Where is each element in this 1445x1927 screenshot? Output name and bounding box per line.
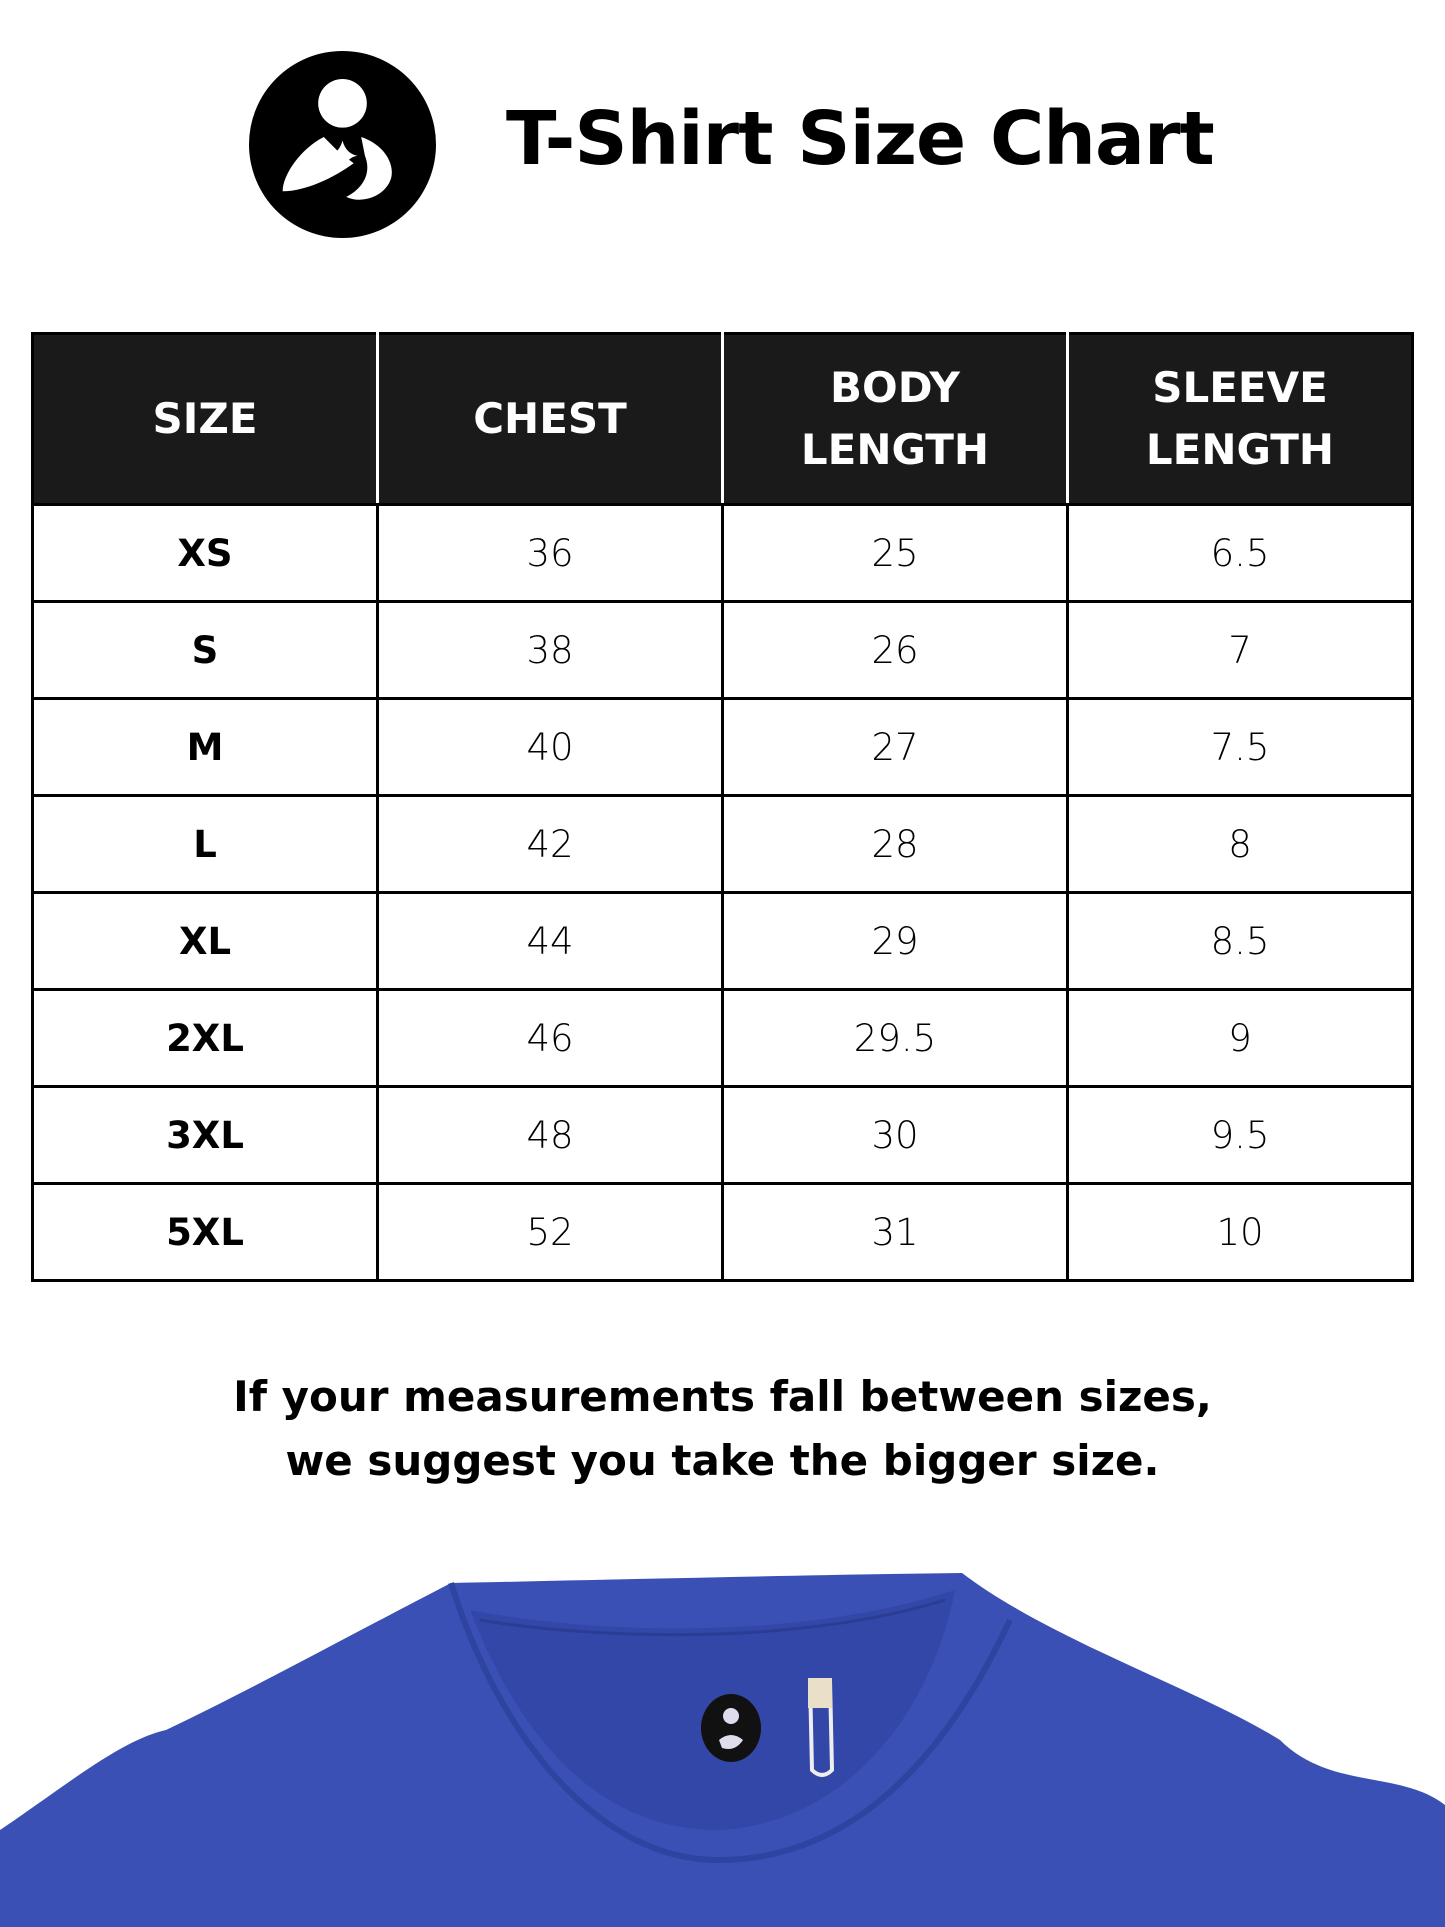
cell-size: L [31, 794, 379, 894]
brand-logo-icon [249, 51, 436, 238]
column-header-body-length: BODY LENGTH [721, 332, 1069, 506]
cell-chest: 46 [376, 988, 724, 1088]
cell-chest: 36 [376, 503, 724, 603]
table-row: 3XL 48 30 9.5 [31, 1085, 1414, 1185]
cell-sleeve-length: 7.5 [1066, 697, 1414, 797]
cell-size: M [31, 697, 379, 797]
cell-size: XL [31, 891, 379, 991]
cell-body-length: 29.5 [721, 988, 1069, 1088]
cell-size: S [31, 600, 379, 700]
cell-body-length: 28 [721, 794, 1069, 894]
size-chart-table: SIZE CHEST BODY LENGTH SLEEVE LENGTH XS 36 2… [31, 332, 1414, 1282]
cell-chest: 40 [376, 697, 724, 797]
table-row: M 40 27 7.5 [31, 697, 1414, 797]
cell-chest: 52 [376, 1182, 724, 1282]
table-row: 2XL 46 29.5 9 [31, 988, 1414, 1088]
size-tag-icon [807, 1678, 835, 1777]
cell-sleeve-length: 8 [1066, 794, 1414, 894]
tshirt-collar [448, 1582, 1013, 1864]
header-text: LENGTH [800, 425, 990, 474]
cell-sleeve-length: 9.5 [1066, 1085, 1414, 1185]
column-header-size: SIZE [31, 332, 379, 506]
cell-size: 3XL [31, 1085, 379, 1185]
cell-body-length: 31 [721, 1182, 1069, 1282]
cell-chest: 38 [376, 600, 724, 700]
column-header-chest: CHEST [376, 332, 724, 506]
cell-body-length: 30 [721, 1085, 1069, 1185]
cell-body-length: 26 [721, 600, 1069, 700]
cell-size: 2XL [31, 988, 379, 1088]
note-line: If your measurements fall between sizes, [233, 1372, 1212, 1421]
cell-chest: 42 [376, 794, 724, 894]
tag-logo-icon [701, 1694, 761, 1762]
cell-sleeve-length: 7 [1066, 600, 1414, 700]
cell-body-length: 27 [721, 697, 1069, 797]
note-line: we suggest you take the bigger size. [285, 1436, 1160, 1485]
page-title: T-Shirt Size Chart [506, 96, 1215, 182]
cell-sleeve-length: 10 [1066, 1182, 1414, 1282]
column-header-sleeve-length: SLEEVE LENGTH [1066, 332, 1414, 506]
cell-sleeve-length: 9 [1066, 988, 1414, 1088]
header-text: BODY [830, 363, 960, 412]
cell-size: 5XL [31, 1182, 379, 1282]
cell-size: XS [31, 503, 379, 603]
cell-chest: 48 [376, 1085, 724, 1185]
cell-sleeve-length: 8.5 [1066, 891, 1414, 991]
header-text: LENGTH [1145, 425, 1335, 474]
tshirt-photo [0, 1573, 1445, 1927]
cell-sleeve-length: 6.5 [1066, 503, 1414, 603]
header-text: SIZE [152, 394, 258, 443]
header-text: SLEEVE [1152, 363, 1328, 412]
table-row: S 38 26 7 [31, 600, 1414, 700]
header-text: CHEST [473, 394, 627, 443]
cell-body-length: 29 [721, 891, 1069, 991]
table-row: XL 44 29 8.5 [31, 891, 1414, 991]
cell-body-length: 25 [721, 503, 1069, 603]
table-row: XS 36 25 6.5 [31, 503, 1414, 603]
sizing-note: If your measurements fall between sizes,… [0, 1365, 1445, 1493]
table-row: L 42 28 8 [31, 794, 1414, 894]
table-row: 5XL 52 31 10 [31, 1182, 1414, 1282]
table-header-row: SIZE CHEST BODY LENGTH SLEEVE LENGTH [31, 332, 1414, 506]
cell-chest: 44 [376, 891, 724, 991]
